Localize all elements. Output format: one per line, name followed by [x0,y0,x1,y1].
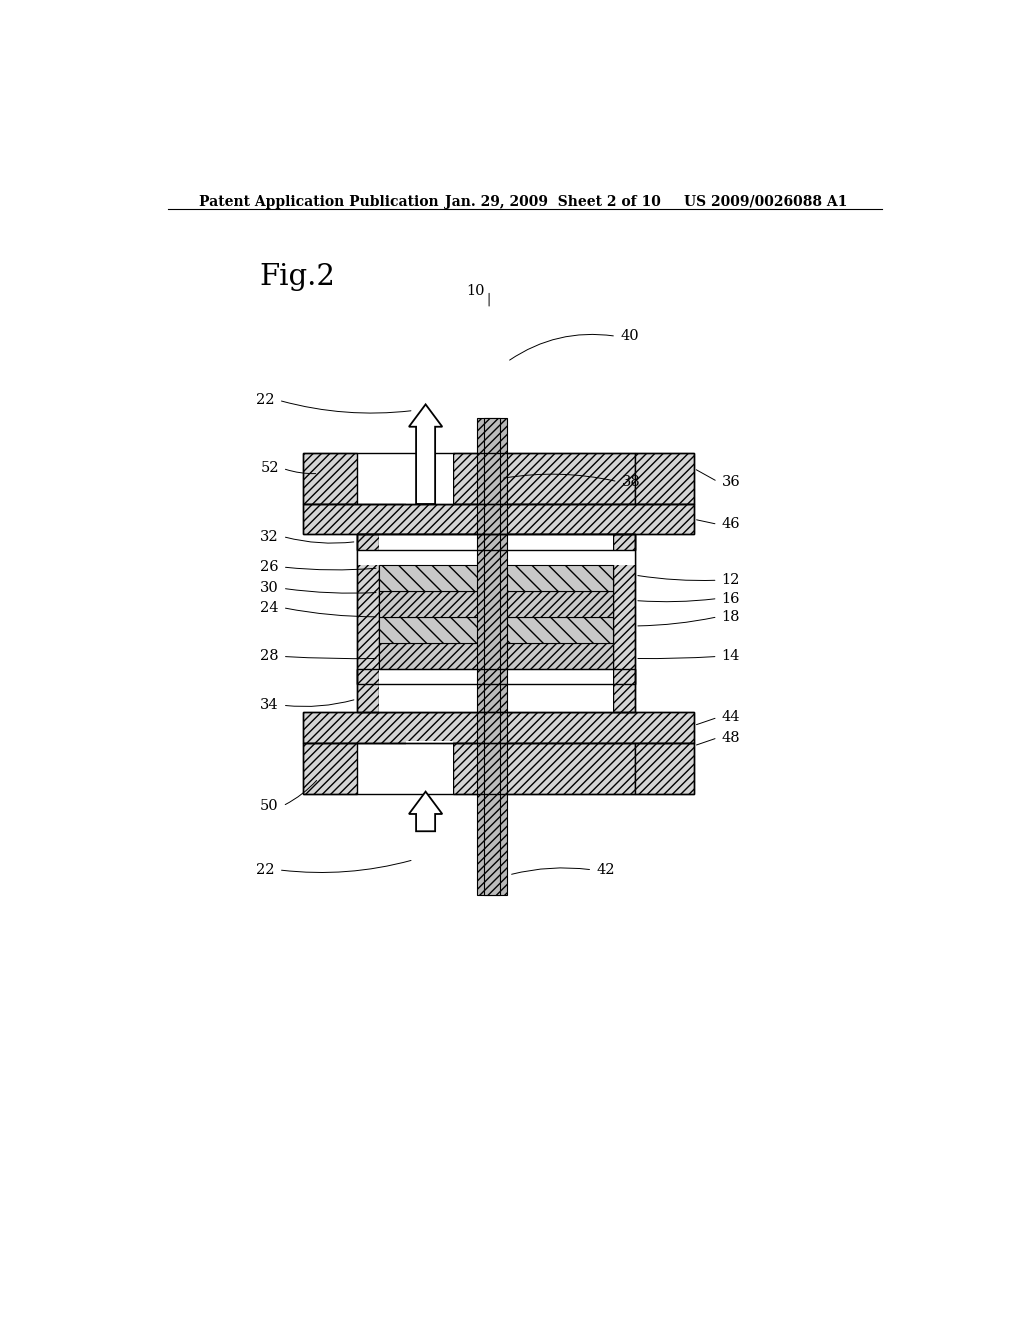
Bar [356,535,635,549]
Text: 18: 18 [722,610,740,624]
Text: 46: 46 [722,517,740,532]
Bar [303,453,694,504]
Bar [635,743,694,793]
Bar [356,535,379,713]
Text: 42: 42 [596,863,614,876]
Text: 16: 16 [722,591,740,606]
Bar [356,549,635,565]
Text: 30: 30 [260,581,279,595]
Text: 38: 38 [622,475,640,488]
Bar [303,504,694,535]
Text: 22: 22 [256,863,274,876]
Bar [478,417,507,895]
Bar [303,743,356,793]
Bar [379,591,613,616]
Text: 48: 48 [722,731,740,744]
Text: 24: 24 [260,601,279,615]
Text: Patent Application Publication: Patent Application Publication [200,195,439,209]
Text: 36: 36 [722,475,740,488]
Bar [484,417,500,895]
Text: 34: 34 [260,698,279,713]
Text: US 2009/0026088 A1: US 2009/0026088 A1 [684,195,847,209]
Text: 12: 12 [722,573,740,587]
Text: 22: 22 [256,393,274,408]
Bar [379,643,613,669]
Bar [406,741,454,793]
FancyArrow shape [409,404,442,504]
Bar [454,743,635,793]
Bar [635,453,694,504]
Bar [454,453,635,504]
Bar [303,453,356,504]
Bar [406,451,454,504]
Bar [379,616,613,643]
Text: 14: 14 [722,649,740,664]
Bar [477,417,507,895]
Text: 10: 10 [467,284,485,297]
Bar [303,504,694,535]
Text: 28: 28 [260,649,279,664]
Bar [379,535,613,713]
Text: Jan. 29, 2009  Sheet 2 of 10: Jan. 29, 2009 Sheet 2 of 10 [445,195,662,209]
Bar [356,669,635,684]
Bar [379,565,613,591]
Bar [356,535,635,549]
Bar [303,743,694,793]
Bar [356,669,635,684]
Text: 40: 40 [620,329,639,343]
Bar [303,713,694,743]
Text: 32: 32 [260,529,279,544]
Bar [613,535,635,713]
Bar [303,713,694,743]
Text: 50: 50 [260,799,279,813]
Bar [356,535,635,713]
Text: 52: 52 [260,462,279,475]
FancyArrow shape [409,792,442,832]
Text: 44: 44 [722,710,740,725]
Text: Fig.2: Fig.2 [259,263,335,292]
Text: 26: 26 [260,560,279,574]
